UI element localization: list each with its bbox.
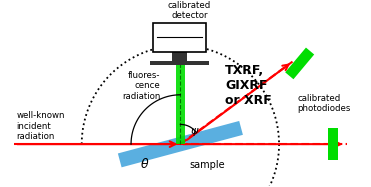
Polygon shape [118, 121, 243, 167]
Text: $\theta$: $\theta$ [140, 157, 149, 171]
Text: calibrated
photodiodes: calibrated photodiodes [297, 94, 350, 114]
Text: well-known
incident
radiation: well-known incident radiation [16, 111, 65, 141]
Bar [150, 61, 209, 65]
Text: TXRF,
GIXRF
or XRF: TXRF, GIXRF or XRF [225, 64, 272, 107]
Text: $\psi$: $\psi$ [190, 126, 200, 138]
Bar [172, 52, 187, 61]
Bar [328, 128, 338, 160]
Bar [154, 23, 206, 52]
Text: sample: sample [190, 160, 225, 170]
Text: calibrated
detector: calibrated detector [168, 1, 211, 20]
Text: fluores-
cence
radiation: fluores- cence radiation [122, 71, 161, 101]
Polygon shape [176, 36, 185, 144]
Polygon shape [285, 47, 314, 79]
